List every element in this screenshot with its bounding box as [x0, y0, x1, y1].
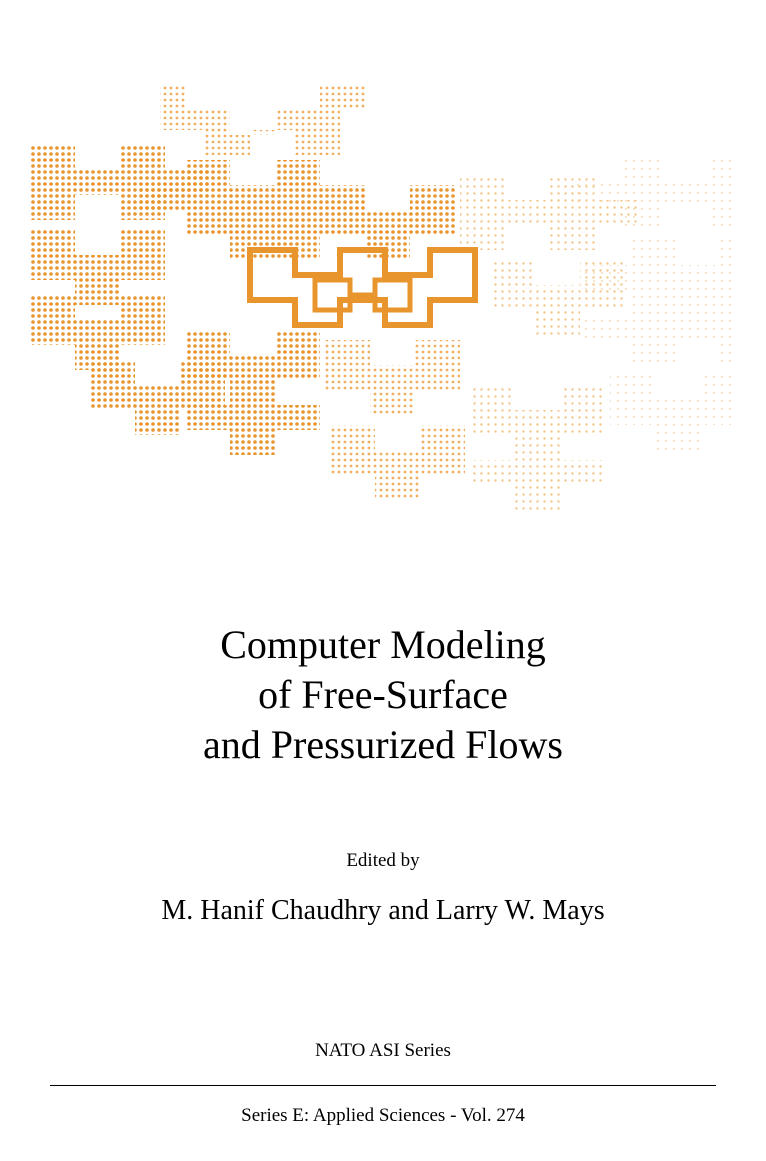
book-title: Computer Modeling of Free-Surface and Pr…	[0, 620, 766, 770]
cover-pattern	[30, 85, 736, 515]
series-name: NATO ASI Series	[0, 1040, 766, 1062]
series-volume: Series E: Applied Sciences - Vol. 274	[0, 1105, 766, 1127]
title-line-2: of Free-Surface	[0, 670, 766, 720]
title-line-1: Computer Modeling	[0, 620, 766, 670]
divider-line	[50, 1085, 716, 1086]
title-line-3: and Pressurized Flows	[0, 720, 766, 770]
editors-names: M. Hanif Chaudhry and Larry W. Mays	[0, 895, 766, 927]
edited-by-label: Edited by	[0, 850, 766, 872]
